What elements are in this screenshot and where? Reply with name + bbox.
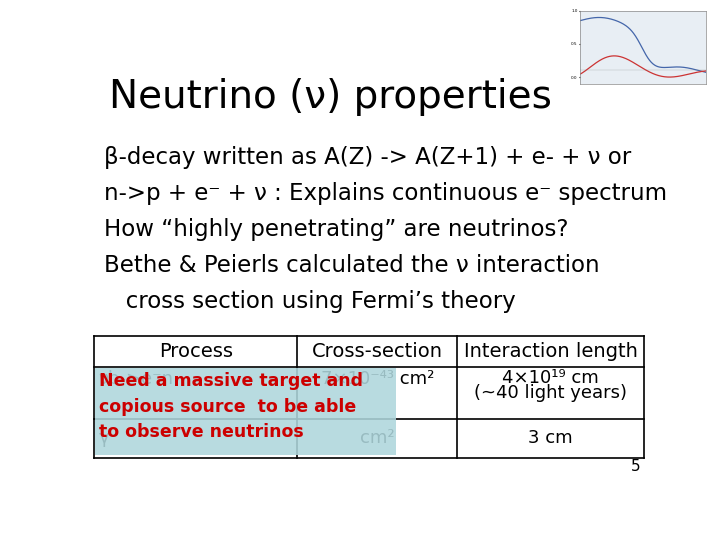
Text: cross section using Fermi’s theory: cross section using Fermi’s theory xyxy=(104,291,516,313)
Text: How “highly penetrating” are neutrinos?: How “highly penetrating” are neutrinos? xyxy=(104,218,569,241)
Text: Bethe & Peierls calculated the ν interaction: Bethe & Peierls calculated the ν interac… xyxy=(104,254,600,277)
Text: Interaction length: Interaction length xyxy=(464,342,637,361)
Text: Process: Process xyxy=(158,342,233,361)
Text: Need a massive target and
copious source  to be able
to observe neutrinos: Need a massive target and copious source… xyxy=(99,372,364,441)
Text: n->p + e⁻ + ν : Explains continuous e⁻ spectrum: n->p + e⁻ + ν : Explains continuous e⁻ s… xyxy=(104,182,667,205)
Text: 3 cm: 3 cm xyxy=(528,429,573,447)
Bar xyxy=(96,368,397,455)
Text: cm²: cm² xyxy=(360,429,395,447)
Text: Neutrino (ν) properties: Neutrino (ν) properties xyxy=(109,78,552,116)
Text: 5: 5 xyxy=(631,460,640,475)
Text: 7×10⁻⁴³ cm²: 7×10⁻⁴³ cm² xyxy=(320,370,434,388)
Text: νb->e⁻n: νb->e⁻n xyxy=(99,370,174,388)
Text: β-decay written as A(Z) -> A(Z+1) + e- + ν or: β-decay written as A(Z) -> A(Z+1) + e- +… xyxy=(104,146,631,168)
Text: Cross-section: Cross-section xyxy=(312,342,443,361)
Text: (~40 light years): (~40 light years) xyxy=(474,383,627,402)
Text: γ: γ xyxy=(99,429,109,447)
Text: 4×10¹⁹ cm: 4×10¹⁹ cm xyxy=(503,369,599,387)
